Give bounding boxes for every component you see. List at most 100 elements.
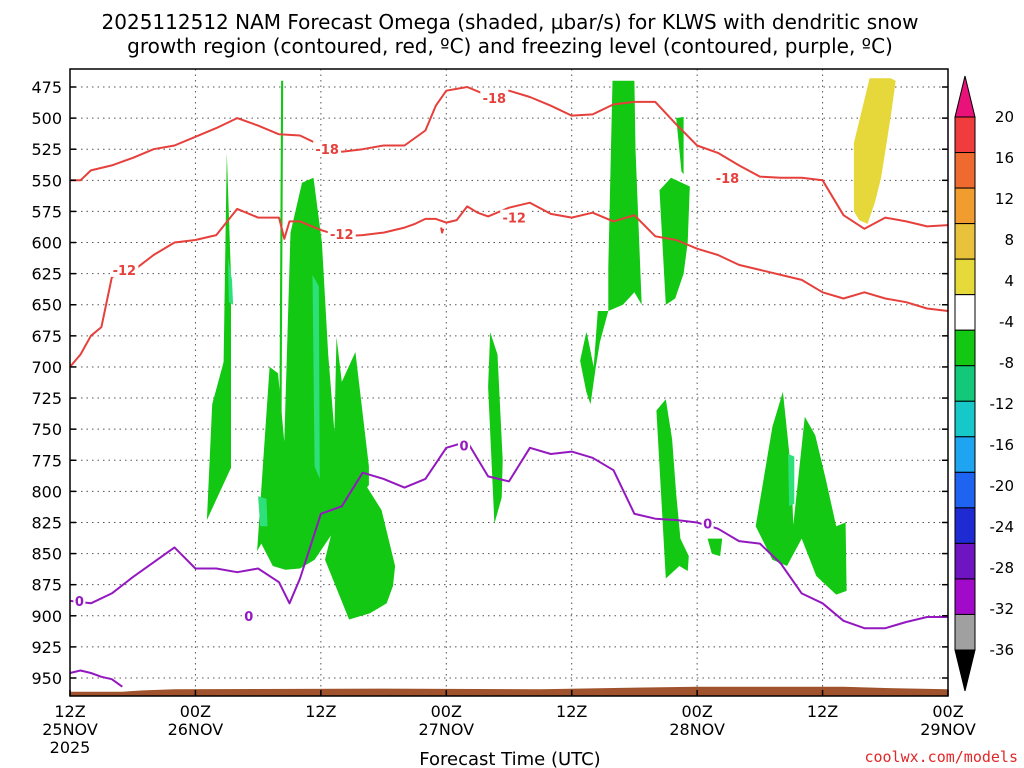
dgz-label: -18 (716, 172, 740, 187)
freezing-label-bg (73, 592, 86, 608)
y-tick-label: 725 (31, 389, 62, 408)
x-tick-label: 12Z (807, 702, 838, 721)
y-tick-label: 900 (31, 607, 62, 626)
colorbar-label: -32 (990, 600, 1015, 618)
omega-region-strong (258, 496, 268, 527)
colorbar-label: -24 (990, 518, 1015, 536)
omega-region (755, 391, 847, 595)
y-tick-label: 550 (31, 171, 62, 190)
x-axis-title: Forecast Time (UTC) (419, 749, 600, 768)
x-tick-date: 25NOV (42, 720, 98, 739)
y-tick-label: 625 (31, 265, 62, 284)
y-axis: 475 500 525 550 575 600 625 650 675 700 725 750 775 8… (31, 78, 948, 688)
omega-region (659, 177, 690, 305)
colorbar-box (954, 258, 976, 296)
dgz-label: -18 (315, 143, 339, 158)
colorbar-label: -16 (990, 436, 1015, 454)
freezing-level-contours: 0 0 0 0 (69, 437, 948, 688)
omega-region (488, 332, 503, 524)
y-tick-label: 675 (31, 327, 62, 346)
dgz-label-bg (110, 261, 139, 277)
colorbar-box (954, 187, 976, 225)
y-tick-label: 825 (31, 513, 62, 532)
y-tick-label: 525 (31, 140, 62, 159)
dgz-label-bg (313, 141, 342, 157)
y-tick-label: 800 (31, 482, 62, 501)
dgz-contour-line (69, 201, 949, 368)
omega-region (279, 80, 284, 517)
freezing-label-bg (701, 515, 714, 531)
dgz-label-bg (500, 209, 529, 225)
colorbar-box (954, 613, 976, 651)
y-tick-label: 750 (31, 420, 62, 439)
y-tick-label: 950 (31, 669, 62, 688)
y-tick-label: 600 (31, 234, 62, 253)
omega-shading (206, 78, 896, 620)
dgz-label: -18 (483, 92, 507, 107)
chart-title-line2: growth region (contoured, red, ºC) and f… (127, 34, 893, 58)
colorbar-box (954, 578, 976, 615)
colorbar-label: -8 (999, 354, 1014, 372)
colorbar-box (954, 223, 976, 260)
colorbar-label: 4 (1004, 272, 1014, 290)
y-tick-label: 875 (31, 576, 62, 595)
plot-frame (69, 68, 949, 697)
colorbar-box (954, 542, 976, 580)
omega-region-strong (788, 454, 795, 507)
x-tick-date: 27NOV (418, 720, 474, 739)
omega-region-strong (312, 274, 320, 479)
y-tick-label: 575 (31, 202, 62, 221)
colorbar-box (954, 507, 976, 544)
colorbar-label: 12 (995, 190, 1014, 208)
x-tick-label: 12Z (556, 702, 587, 721)
dgz-label-bg (327, 225, 356, 241)
colorbar-label: 16 (995, 149, 1014, 167)
terrain (70, 686, 948, 696)
colorbar-label: -20 (990, 477, 1015, 495)
omega-region-positive (853, 78, 896, 224)
colorbar-box (954, 400, 976, 438)
x-tick-label: 00Z (431, 702, 462, 721)
dgz-contour-line (440, 227, 445, 234)
x-tick-date: 29NOV (920, 720, 976, 739)
y-tick-label: 925 (31, 638, 62, 657)
colorbar-label: -28 (990, 559, 1015, 577)
y-tick-label: 475 (31, 78, 62, 97)
x-tick-year: 2025 (50, 738, 91, 757)
colorbar: 20 16 12 8 4 -4 -8 -12 -16 -20 -24 -28 -32 -36 (954, 75, 1015, 692)
y-tick-label: 650 (31, 296, 62, 315)
y-tick-label: 500 (31, 109, 62, 128)
credit-text: coolwx.com/models (864, 748, 1018, 766)
freezing-label: 0 (460, 439, 469, 454)
omega-region (257, 177, 369, 570)
colorbar-label: -36 (990, 641, 1015, 659)
dgz-label: -12 (113, 264, 137, 279)
omega-region (325, 485, 396, 620)
plot-area: -18 -18 -18 -12 -12 -12 0 0 0 0 (69, 68, 949, 697)
freezing-label-bg (458, 437, 471, 453)
dgz-label: -12 (502, 212, 526, 227)
omega-region (580, 80, 642, 405)
y-tick-label: 700 (31, 358, 62, 377)
dgz-label-bg (480, 90, 509, 106)
colorbar-box (954, 471, 976, 509)
colorbar-bottom-arrow (954, 649, 976, 692)
omega-region-strong (227, 257, 234, 305)
colorbar-box (954, 116, 976, 154)
colorbar-box (954, 152, 976, 189)
y-tick-label: 850 (31, 545, 62, 564)
freezing-label: 0 (244, 610, 253, 625)
chart-title-line1: 2025112512 NAM Forecast Omega (shaded, µ… (102, 10, 919, 34)
dendritic-growth-contours: -18 -18 -18 -12 -12 -12 (69, 86, 949, 368)
x-tick-date: 28NOV (669, 720, 725, 739)
freezing-label: 0 (75, 595, 84, 610)
colorbar-label: 20 (995, 108, 1014, 126)
x-tick-label: 12Z (305, 702, 336, 721)
x-tick-date: 26NOV (168, 720, 224, 739)
dgz-label-bg (713, 169, 742, 185)
freezing-label: 0 (703, 518, 712, 533)
freezing-contour-line (69, 669, 123, 688)
